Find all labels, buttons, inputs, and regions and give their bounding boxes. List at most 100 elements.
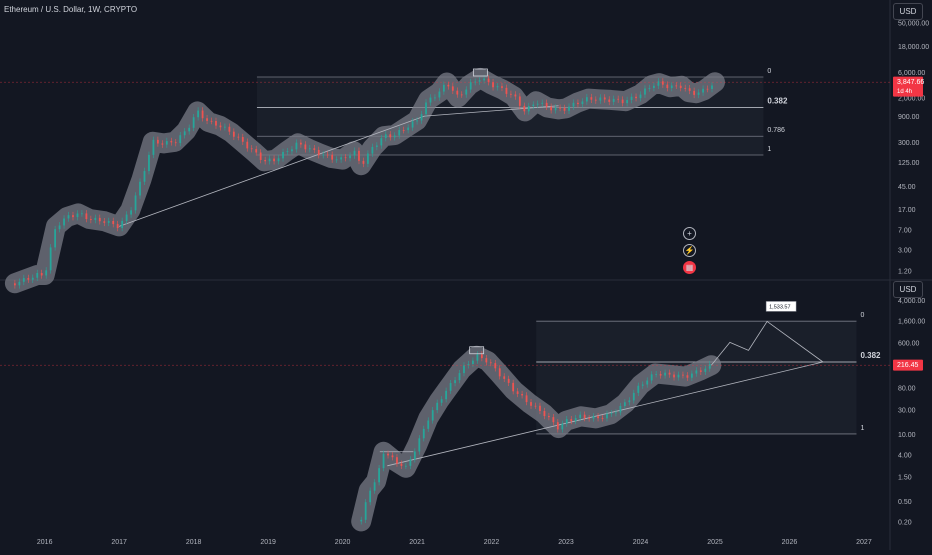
candle-body [606, 413, 608, 419]
candle-body [389, 134, 392, 138]
currency-button-bottom[interactable]: USD [893, 281, 923, 298]
candle-body [378, 468, 380, 483]
candle-body [197, 110, 200, 118]
candle-body [335, 159, 338, 161]
candle-body [664, 372, 666, 376]
countdown-label: 1d 4h [897, 89, 912, 95]
candle-body [673, 374, 675, 378]
candle-body [116, 224, 119, 229]
candle-body [442, 84, 445, 92]
y-tick-label: 45.00 [898, 184, 916, 191]
candle-body [156, 139, 159, 144]
candle-body [264, 159, 267, 162]
candle-body [81, 213, 83, 215]
candle-body [174, 142, 177, 144]
candle-body [179, 135, 182, 144]
candle-body [449, 383, 452, 391]
y-tick-label: 10.00 [898, 432, 916, 439]
candle-body [291, 149, 293, 152]
y-tick-label: 7.00 [898, 228, 912, 235]
candle-body [396, 457, 398, 464]
candle-body [360, 519, 363, 522]
candle-body [693, 90, 696, 95]
candle-body [103, 221, 106, 223]
x-tick-label: 2024 [633, 539, 649, 546]
candle-body [536, 103, 539, 105]
y-tick-label: 18,000.00 [898, 44, 929, 51]
last-price-tag [893, 76, 923, 97]
candle-body [682, 374, 684, 376]
candle-body [574, 418, 577, 422]
candle-body [552, 417, 555, 423]
candle-body [501, 86, 503, 88]
candle-body [706, 88, 709, 90]
candle-body [425, 102, 427, 115]
candle-body [183, 131, 186, 136]
candle-body [299, 142, 302, 145]
candle-body [588, 418, 591, 419]
candle-body [273, 158, 275, 162]
candle-body [668, 372, 671, 375]
candle-body [699, 370, 702, 372]
candle-body [568, 106, 570, 111]
candle-body [677, 374, 680, 378]
y-tick-label: 50,000.00 [898, 20, 929, 27]
candle-body [429, 97, 432, 103]
candle-body [554, 107, 557, 111]
x-tick-label: 2019 [260, 539, 276, 546]
x-tick-label: 2016 [37, 539, 53, 546]
candle-body [454, 380, 456, 384]
candle-body [514, 94, 517, 97]
candle-body [708, 363, 711, 369]
y-tick-label: 0.50 [898, 499, 912, 506]
candle-body [684, 88, 687, 89]
y-tick-label: 30.00 [898, 407, 916, 414]
candle-body [134, 195, 137, 211]
currency-button-top[interactable]: USD [893, 3, 923, 20]
candle-body [295, 142, 298, 150]
x-tick-label: 2018 [186, 539, 202, 546]
candle-body [36, 273, 39, 278]
candle-body [460, 94, 463, 96]
candle-body [228, 126, 231, 132]
candle-body [170, 141, 173, 143]
candle-body [527, 106, 530, 112]
candle-body [570, 419, 573, 422]
plus-circle-icon[interactable]: + [683, 227, 696, 240]
fib-level-label: 1 [767, 146, 771, 153]
candle-body [188, 127, 191, 132]
candle-body [367, 153, 369, 164]
candle-body [637, 385, 640, 393]
candle-body [313, 148, 316, 150]
candle-body [565, 419, 568, 424]
y-tick-label: 900.00 [898, 114, 920, 121]
calendar-icon[interactable]: ▦ [683, 261, 696, 274]
candle-body [599, 97, 602, 101]
y-tick-label: 6,000.00 [898, 70, 925, 77]
candle-body [661, 81, 664, 85]
candle-body [13, 283, 16, 286]
candle-body [541, 102, 544, 104]
candle-body [431, 410, 434, 421]
candle-body [436, 402, 439, 411]
fib-level-label: 0.382 [767, 97, 788, 106]
candle-body [632, 392, 635, 401]
candle-body [577, 102, 579, 105]
candle-body [45, 270, 48, 276]
candle-body [382, 453, 385, 469]
candle-body [563, 108, 566, 111]
candle-body [521, 393, 523, 396]
candle-body [427, 420, 430, 429]
candle-body [72, 215, 74, 218]
fib-level-label: 0 [860, 312, 864, 319]
candle-body [165, 141, 168, 145]
candle-body [666, 84, 669, 89]
candle-body [76, 213, 79, 218]
lightning-icon[interactable]: ⚡ [683, 244, 696, 257]
candle-body [210, 120, 213, 122]
x-tick-label: 2027 [856, 539, 872, 546]
candle-body [447, 84, 450, 87]
candle-body [630, 96, 633, 101]
